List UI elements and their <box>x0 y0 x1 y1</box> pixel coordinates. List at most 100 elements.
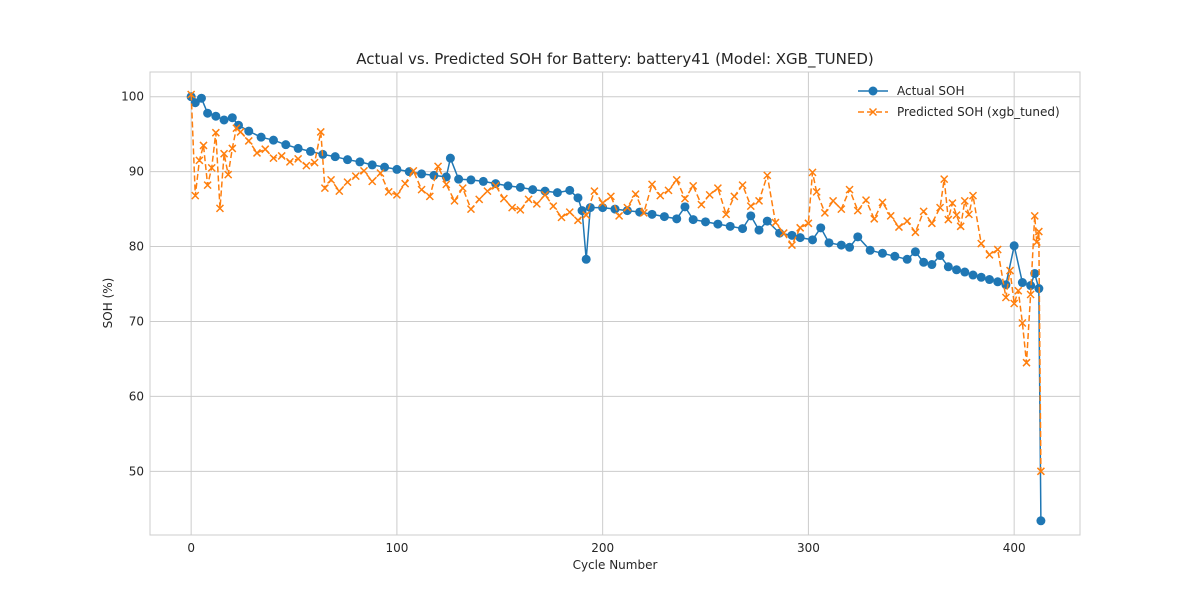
x-tick-label: 200 <box>591 541 614 555</box>
data-point <box>787 241 796 250</box>
data-point <box>207 163 216 172</box>
data-point <box>1018 318 1027 328</box>
data-point <box>573 193 583 203</box>
data-point <box>450 196 459 205</box>
legend-item: Predicted SOH (xgb_tuned) <box>858 105 1060 119</box>
y-tick-label: 90 <box>129 165 144 179</box>
data-point <box>623 203 632 212</box>
data-point <box>491 179 501 189</box>
data-point <box>984 275 994 285</box>
data-point <box>409 166 418 175</box>
data-point <box>804 219 813 228</box>
data-point <box>441 172 451 182</box>
data-point <box>656 191 665 200</box>
legend-marker <box>868 86 878 96</box>
data-point <box>754 225 764 235</box>
data-point <box>787 230 797 240</box>
data-point <box>552 188 562 198</box>
data-point <box>327 175 336 184</box>
x-axis-ticks: 0 100 200 300 400 <box>187 541 1025 555</box>
data-point <box>890 251 900 261</box>
data-point <box>763 171 772 180</box>
data-point <box>285 157 294 166</box>
data-point <box>659 212 669 222</box>
data-point <box>713 219 723 229</box>
data-point <box>203 181 212 190</box>
data-point <box>993 245 1002 254</box>
data-point <box>738 224 748 234</box>
data-point <box>672 175 681 184</box>
data-point <box>730 192 739 201</box>
data-point <box>952 211 961 220</box>
legend-label: Predicted SOH (xgb_tuned) <box>897 105 1060 119</box>
series-line <box>190 96 1042 521</box>
y-axis-ticks: 50 60 70 80 90 100 <box>121 90 144 479</box>
data-point <box>960 196 969 205</box>
data-point <box>771 218 780 227</box>
data-point <box>976 272 986 282</box>
data-point <box>211 111 221 121</box>
data-point <box>224 170 233 179</box>
data-point <box>861 196 871 205</box>
data-point <box>549 202 558 211</box>
y-tick-label: 60 <box>129 389 144 403</box>
data-point <box>466 205 476 214</box>
data-point <box>227 113 237 123</box>
data-point <box>960 267 970 277</box>
data-point <box>565 208 574 217</box>
data-point <box>585 203 595 213</box>
data-point <box>697 200 706 209</box>
data-point <box>417 185 426 194</box>
data-point <box>215 204 224 213</box>
series-layer <box>186 90 1046 526</box>
data-point <box>1017 278 1027 288</box>
data-point <box>244 136 253 145</box>
data-point <box>581 254 591 264</box>
data-point <box>499 194 508 203</box>
data-point <box>1036 467 1045 476</box>
data-point <box>902 254 912 264</box>
data-point <box>701 217 711 227</box>
data-point <box>631 190 640 199</box>
data-point <box>191 191 200 200</box>
data-point <box>639 208 648 217</box>
data-point <box>845 242 855 252</box>
data-point <box>977 239 986 248</box>
data-point <box>672 214 682 224</box>
data-point <box>779 229 788 238</box>
data-point <box>351 172 360 181</box>
data-point <box>911 228 920 237</box>
data-point <box>316 127 325 136</box>
data-point <box>392 190 401 199</box>
data-point <box>598 199 607 208</box>
data-point <box>302 161 311 170</box>
data-point <box>853 206 862 215</box>
data-point <box>195 156 204 165</box>
data-point <box>220 149 229 158</box>
chart-title: Actual vs. Predicted SOH for Battery: ba… <box>356 50 873 69</box>
data-point <box>582 211 591 220</box>
data-point <box>187 90 196 99</box>
data-point <box>401 179 410 188</box>
data-point <box>1014 286 1023 295</box>
y-tick-label: 50 <box>129 464 144 478</box>
data-point <box>894 223 903 232</box>
data-point <box>359 166 369 175</box>
data-point <box>796 223 805 232</box>
data-point <box>1010 299 1019 308</box>
data-point <box>268 135 278 145</box>
data-point <box>573 216 582 225</box>
data-point <box>816 223 826 233</box>
data-point <box>943 262 953 272</box>
data-point <box>725 221 735 231</box>
data-point <box>475 195 484 204</box>
x-tick-label: 400 <box>1003 541 1026 555</box>
predicted-soh-series <box>187 90 1045 476</box>
data-point <box>952 265 962 275</box>
data-point <box>1026 281 1036 291</box>
data-point <box>293 143 303 153</box>
data-point <box>491 181 500 190</box>
data-point <box>919 207 928 216</box>
data-point <box>812 187 821 196</box>
data-point <box>615 211 624 220</box>
